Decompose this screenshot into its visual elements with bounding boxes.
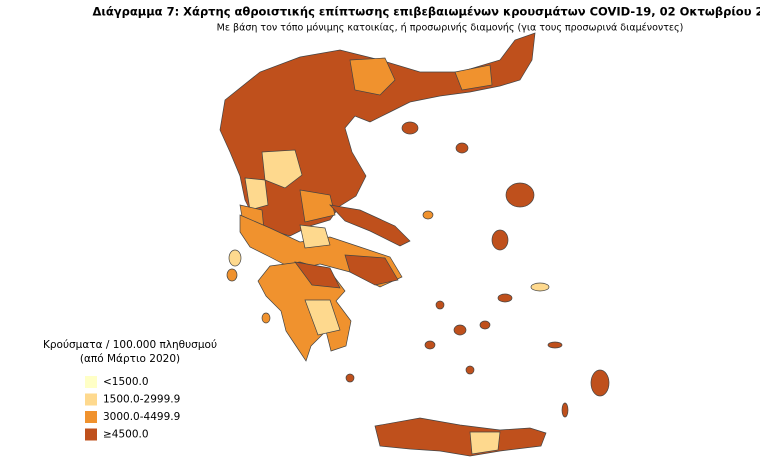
cyclades-1: [435, 300, 445, 310]
attica: [344, 254, 399, 286]
cyclades-2: [453, 324, 467, 336]
karpathos: [561, 402, 569, 418]
thasos: [401, 121, 419, 135]
legend-swatch: [85, 393, 97, 406]
legend-label: 1500.0-2999.9: [103, 394, 180, 406]
lemnos: [505, 182, 535, 208]
cyclades-3: [479, 320, 491, 330]
legend-title: Κρούσματα / 100.000 πληθυσμού: [43, 339, 217, 351]
legend-swatch: [85, 376, 97, 388]
greece-map: [219, 32, 610, 457]
kos: [547, 341, 563, 349]
legend-label: <1500.0: [103, 376, 149, 388]
cyclades-4: [424, 340, 436, 350]
eastern-macedonia: [349, 57, 396, 96]
crete: [374, 417, 547, 457]
crete-east: [469, 431, 501, 455]
epirus-south: [244, 177, 269, 211]
legend-swatch: [85, 428, 97, 441]
samothrace: [455, 142, 469, 154]
arcadia: [304, 299, 341, 336]
magnesia: [299, 189, 336, 223]
ikaria: [530, 282, 550, 292]
corfu: [228, 249, 242, 267]
corinthia: [294, 261, 341, 289]
title: Διάγραμμα 7: Χάρτης αθροιστικής επίπτωση…: [93, 5, 760, 19]
boeotia: [299, 224, 331, 249]
euboea: [329, 204, 411, 247]
kefalonia: [226, 268, 238, 282]
kythira: [345, 373, 355, 383]
legend-label: ≥4500.0: [103, 429, 149, 441]
lesvos: [491, 229, 509, 251]
zakynthos: [261, 312, 271, 324]
subtitle: Με βάση τον τόπο μόνιμης κατοικίας, ή πρ…: [217, 23, 684, 34]
peloponnese: [257, 261, 352, 362]
thessaly-west: [261, 149, 303, 189]
legend-swatch: [85, 411, 97, 423]
legend-label: 3000.0-4499.9: [103, 411, 180, 423]
samos: [497, 293, 513, 303]
legend-subtitle: (από Μάρτιο 2020): [80, 353, 180, 365]
skyros: [422, 210, 434, 220]
santorini: [465, 365, 475, 375]
rhodope: [454, 64, 493, 91]
rhodes: [590, 369, 610, 397]
legend: <1500.0 1500.0-2999.9 3000.0-4499.9 ≥4500.0: [85, 376, 180, 441]
